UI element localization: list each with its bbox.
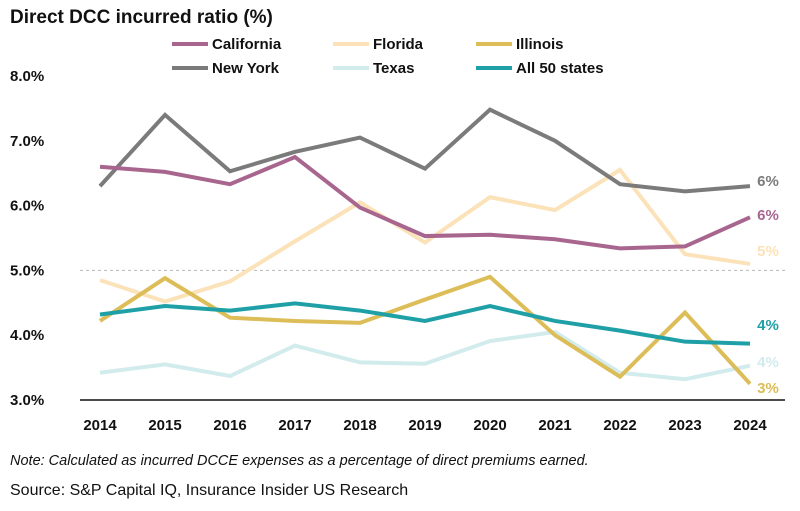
series-line-all-50-states — [99, 301, 751, 346]
end-label-illinois: 3% — [757, 380, 779, 397]
legend-item-california: California — [172, 36, 282, 53]
x-axis: 2014 2015 2016 2017 2018 2019 2020 2021 2022 2023… — [83, 417, 767, 434]
y-axis: 3.0% 4.0% 5.0% 6.0% 7.0% 8.0% — [10, 68, 44, 409]
chart-title: Direct DCC incurred ratio (%) — [10, 7, 273, 28]
legend-item-all-50-states: All 50 states — [476, 60, 604, 77]
legend-label: California — [212, 36, 282, 53]
x-tick-label: 2022 — [603, 417, 636, 434]
y-tick-label: 4.0% — [10, 327, 44, 344]
legend-label: Illinois — [516, 36, 564, 53]
series-line-texas — [99, 329, 751, 382]
x-tick-label: 2018 — [343, 417, 376, 434]
end-label-texas: 4% — [757, 354, 779, 371]
x-tick-label: 2024 — [733, 417, 767, 434]
end-label-california: 6% — [757, 207, 779, 224]
chart-series — [98, 107, 752, 386]
series-end-labels: 6% 5% 3% 6% 4% 4% — [757, 173, 779, 397]
series-line-illinois — [98, 274, 752, 386]
x-tick-label: 2021 — [538, 417, 571, 434]
x-tick-label: 2015 — [148, 417, 181, 434]
y-tick-label: 5.0% — [10, 262, 44, 279]
series-line-california — [99, 154, 751, 251]
chart-source: Source: S&P Capital IQ, Insurance Inside… — [10, 482, 409, 499]
x-tick-label: 2019 — [408, 417, 441, 434]
legend-label: All 50 states — [516, 60, 604, 77]
y-tick-label: 8.0% — [10, 68, 44, 85]
legend-item-texas: Texas — [333, 60, 414, 77]
chart-legend: California Florida Illinois New York Texas Al… — [172, 36, 604, 77]
legend-label: Texas — [373, 60, 414, 77]
chart-note: Note: Calculated as incurred DCCE expens… — [10, 453, 589, 469]
chart-grid — [80, 269, 785, 401]
y-tick-label: 3.0% — [10, 392, 44, 409]
legend-item-illinois: Illinois — [476, 36, 564, 53]
legend-label: New York — [212, 60, 280, 77]
end-label-florida: 5% — [757, 243, 779, 260]
y-tick-label: 7.0% — [10, 133, 44, 150]
x-tick-label: 2016 — [213, 417, 246, 434]
legend-item-florida: Florida — [333, 36, 424, 53]
x-tick-label: 2014 — [83, 417, 117, 434]
series-line-florida — [99, 167, 751, 304]
end-label-all-50-states: 4% — [757, 317, 779, 334]
x-tick-label: 2017 — [278, 417, 311, 434]
y-tick-label: 6.0% — [10, 198, 44, 215]
end-label-new-york: 6% — [757, 173, 779, 190]
legend-item-new-york: New York — [172, 60, 280, 77]
x-tick-label: 2020 — [473, 417, 506, 434]
legend-label: Florida — [373, 36, 424, 53]
x-tick-label: 2023 — [668, 417, 701, 434]
series-line-new-york — [98, 107, 751, 194]
